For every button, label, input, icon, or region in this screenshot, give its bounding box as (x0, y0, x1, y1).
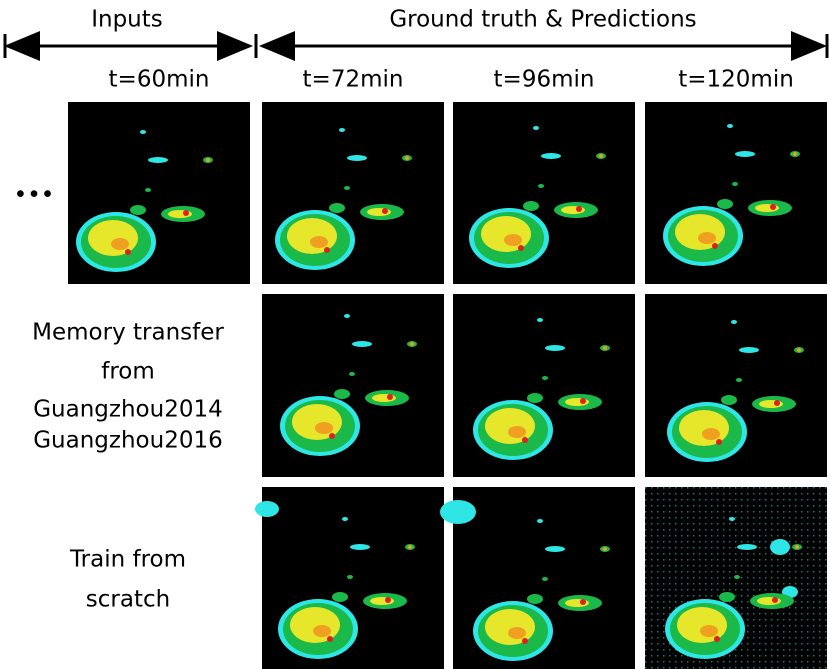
inputs-header: Inputs (91, 7, 163, 33)
time-label: t=60min (109, 67, 210, 93)
time-label: t=120min (678, 67, 794, 93)
time-label: t=72min (303, 67, 404, 93)
outputs-header: Ground truth & Predictions (389, 7, 696, 33)
row-label: scratch (86, 587, 170, 613)
row-label: Memory transfer (32, 320, 224, 346)
ellipsis: ••• (14, 183, 55, 209)
row-label: Guangzhou2016 (33, 428, 223, 454)
row-label: Train from (69, 547, 186, 573)
time-label: t=96min (494, 67, 595, 93)
panels (68, 102, 827, 669)
row-label: from (101, 359, 155, 385)
row-label: Guangzhou2014 (33, 397, 223, 423)
